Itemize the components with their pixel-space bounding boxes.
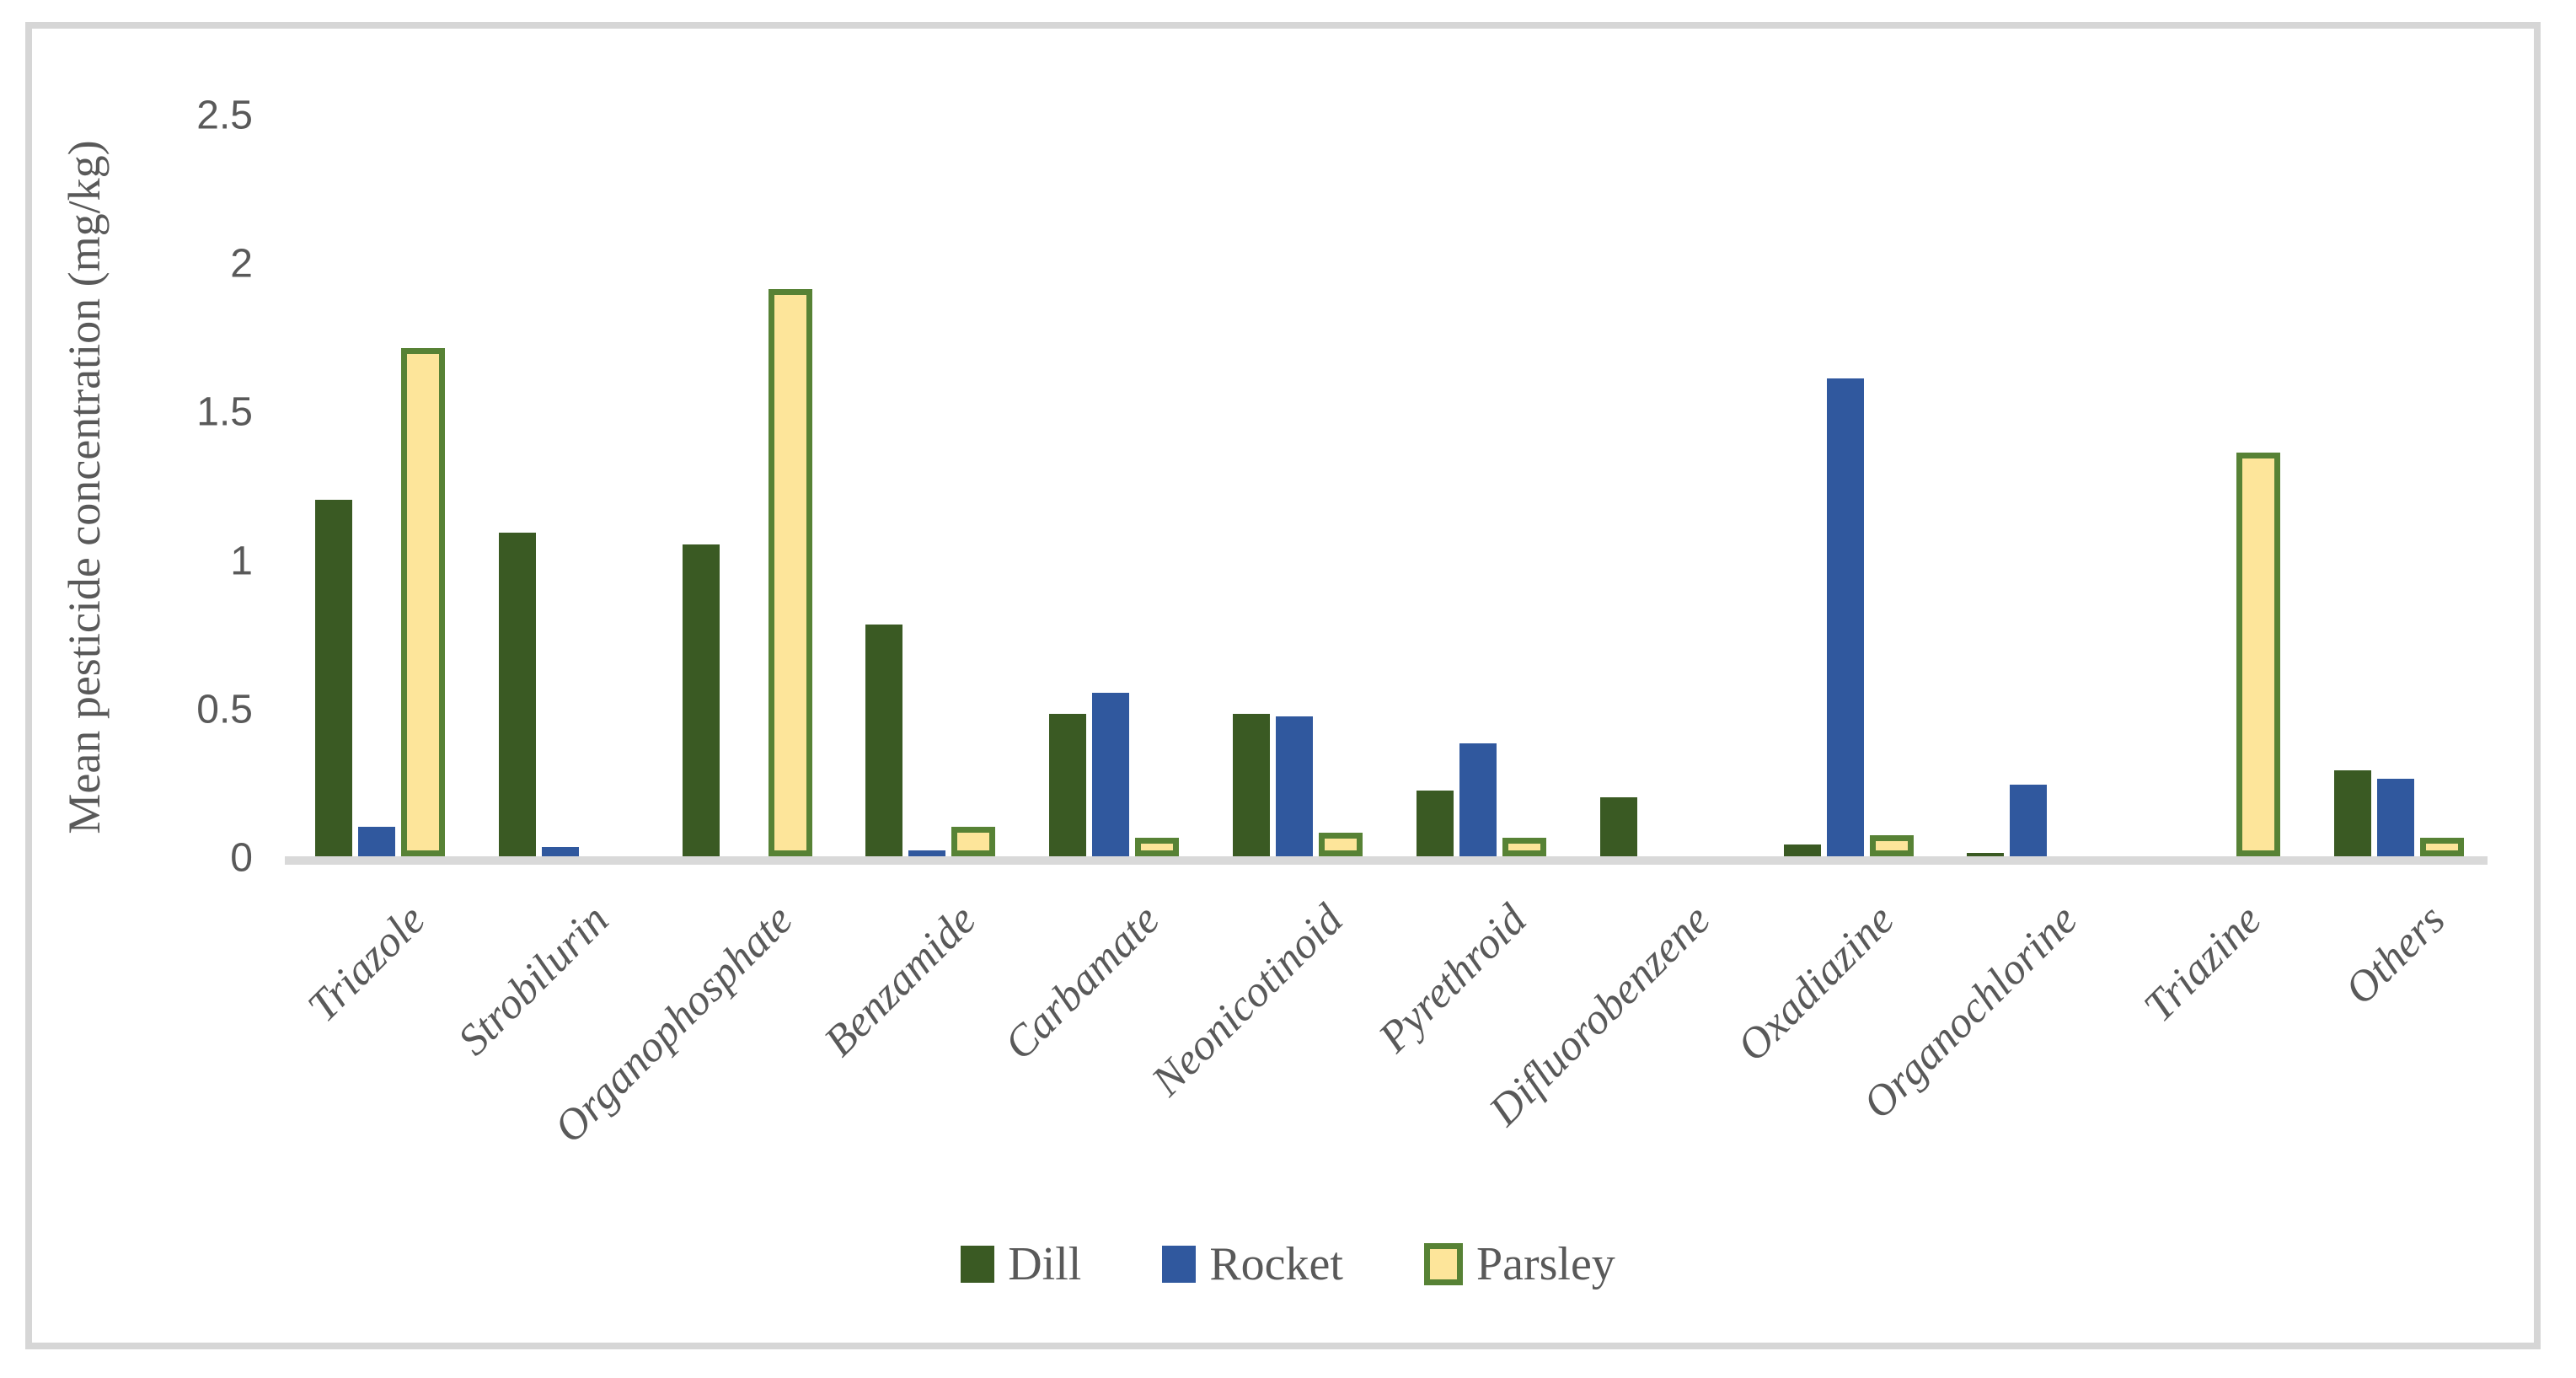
bar-dill-benzamide (865, 625, 902, 856)
bar-dill-pyrethroid (1417, 791, 1454, 856)
legend-swatch-parsley-icon (1423, 1243, 1463, 1285)
category-label-oxadiazine: Oxadiazine (1727, 895, 1904, 1071)
bar-rocket-neonicotinoid (1276, 716, 1313, 856)
bar-dill-others (2334, 770, 2371, 856)
bar-dill-strobilurin (499, 533, 536, 856)
bar-dill-organochlorine (1967, 853, 2004, 856)
legend-item-dill: Dill (961, 1237, 1081, 1291)
legend-label: Rocket (1209, 1238, 1343, 1290)
bar-rocket-oxadiazine (1827, 378, 1864, 856)
bar-rocket-carbamate (1092, 693, 1129, 856)
bar-dill-carbamate (1049, 714, 1086, 856)
bar-dill-oxadiazine (1784, 844, 1821, 856)
legend-item-parsley: Parsley (1423, 1237, 1615, 1291)
y-tick-label: 2.5 (196, 93, 253, 138)
bar-rocket-benzamide (908, 850, 945, 856)
category-label-strobilurin: Strobilurin (449, 895, 619, 1065)
category-label-others: Others (2335, 895, 2455, 1015)
y-tick-label: 0 (230, 835, 253, 881)
category-label-benzamide: Benzamide (815, 895, 986, 1066)
bar-rocket-pyrethroid (1459, 743, 1497, 856)
legend: Dill Rocket Parsley (0, 1237, 2576, 1291)
y-tick-label: 1.5 (196, 389, 253, 435)
bar-rocket-strobilurin (542, 847, 579, 856)
bar-rocket-organochlorine (2010, 785, 2047, 856)
bar-parsley-triazole (401, 348, 445, 856)
x-axis-line (285, 856, 2488, 865)
category-label-triazole: Triazole (299, 895, 435, 1032)
bar-dill-neonicotinoid (1233, 714, 1270, 856)
bar-rocket-others (2377, 779, 2414, 856)
bar-parsley-triazine (2236, 453, 2280, 856)
y-tick-label: 1 (230, 539, 253, 584)
y-axis-title: Mean pesticide concentration (mg/kg) (59, 140, 110, 834)
bar-dill-difluorobenzene (1600, 797, 1637, 856)
legend-swatch-dill-icon (961, 1246, 995, 1283)
category-label-carbamate: Carbamate (995, 895, 1170, 1070)
bar-parsley-pyrethroid (1502, 838, 1546, 856)
legend-label: Dill (1008, 1238, 1082, 1290)
y-tick-label: 0.5 (196, 687, 253, 732)
y-tick-label: 2 (230, 241, 253, 287)
legend-label: Parsley (1475, 1238, 1615, 1290)
bar-parsley-oxadiazine (1870, 835, 1914, 856)
category-label-pyrethroid: Pyrethroid (1370, 895, 1536, 1062)
bar-parsley-neonicotinoid (1319, 833, 1363, 856)
legend-item-rocket: Rocket (1162, 1237, 1343, 1291)
bar-parsley-carbamate (1135, 838, 1179, 856)
legend-swatch-rocket-icon (1162, 1246, 1197, 1283)
bar-rocket-triazole (358, 827, 395, 856)
bar-parsley-benzamide (951, 827, 995, 856)
category-label-triazine: Triazine (2134, 895, 2271, 1032)
bar-parsley-organophosphate (769, 289, 812, 856)
bar-dill-triazole (315, 500, 352, 856)
bar-dill-organophosphate (683, 544, 720, 856)
category-label-neonicotinoid: Neonicotinoid (1143, 895, 1353, 1106)
bar-parsley-others (2420, 838, 2464, 856)
